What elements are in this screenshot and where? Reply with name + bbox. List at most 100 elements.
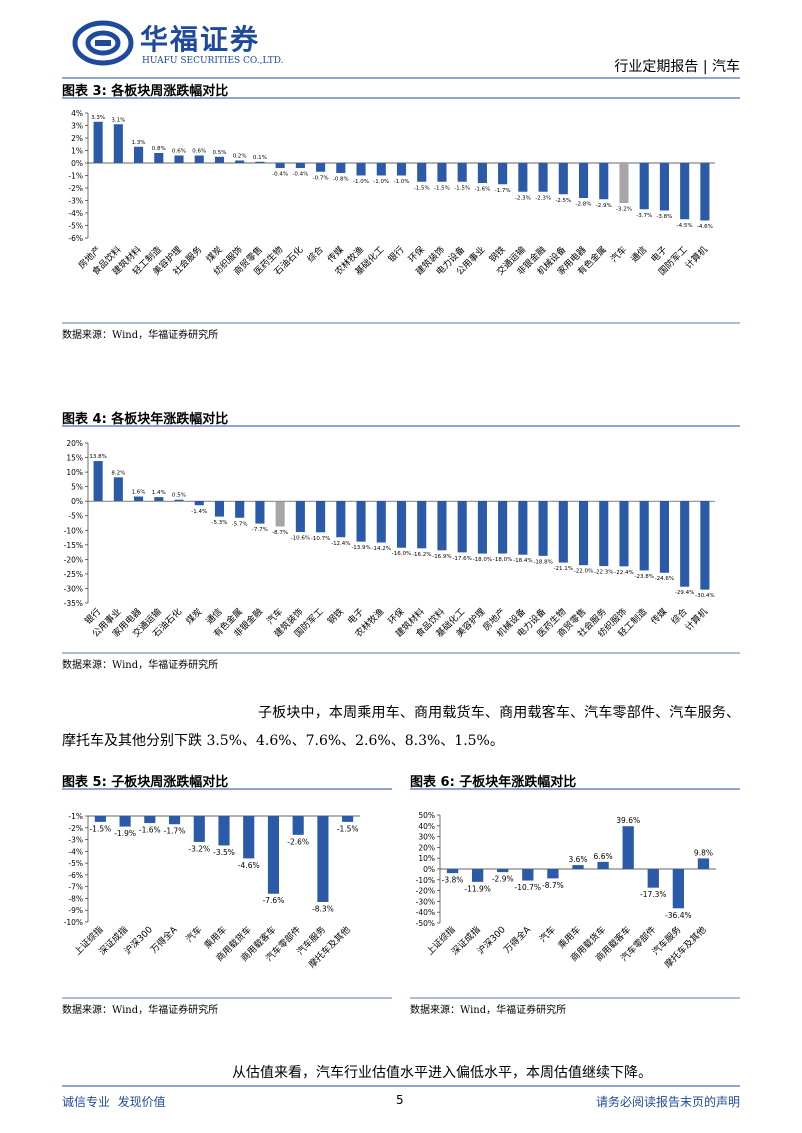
bar — [700, 163, 710, 221]
bar — [639, 163, 649, 210]
value-label: -4.6% — [697, 224, 713, 230]
value-label: -17.3% — [640, 890, 667, 899]
bar — [700, 501, 710, 590]
bar — [578, 501, 589, 566]
value-label: 0.5% — [212, 150, 226, 156]
x-tick-label: 摩托车及其他 — [662, 924, 709, 971]
y-tick-label: -30% — [64, 584, 83, 593]
bar — [194, 501, 204, 506]
x-tick-label: 沪深300 — [474, 923, 508, 957]
bar — [275, 501, 285, 527]
bar — [295, 501, 305, 533]
bar — [578, 163, 589, 198]
value-label: -36.4% — [665, 911, 692, 920]
bar — [659, 501, 669, 573]
value-label: 39.6% — [616, 816, 640, 825]
bar — [316, 501, 326, 533]
bar — [672, 869, 685, 909]
y-tick-label: -3% — [68, 197, 83, 206]
y-tick-label: -1% — [68, 172, 83, 181]
value-label: -1.5% — [89, 824, 111, 833]
value-label: 0.1% — [253, 155, 267, 161]
bar — [680, 501, 690, 587]
y-tick-label: -10% — [64, 526, 83, 535]
value-label: -18.4% — [513, 558, 532, 564]
bar — [154, 153, 164, 163]
value-label: -16.0% — [392, 551, 411, 557]
x-tick-label: 汽车 — [537, 924, 558, 945]
bar — [356, 501, 366, 542]
y-tick-label: -5% — [68, 512, 83, 521]
bar — [597, 861, 609, 869]
value-label: 8.2% — [111, 470, 125, 476]
value-label: -8.3% — [312, 904, 334, 913]
y-tick-label: 3% — [71, 122, 83, 131]
bar — [518, 163, 528, 192]
value-label: -0.4% — [272, 172, 288, 178]
value-label: 0.6% — [192, 149, 206, 155]
bar — [547, 869, 559, 879]
bar — [356, 163, 366, 176]
value-label: -23.8% — [634, 574, 653, 580]
value-label: -14.2% — [372, 546, 391, 552]
value-label: -7.6% — [263, 896, 285, 905]
bar — [214, 501, 225, 517]
bar — [477, 163, 487, 183]
value-label: -29.4% — [675, 590, 694, 596]
x-tick-label: 综合 — [304, 244, 325, 265]
bar — [317, 816, 329, 902]
value-label: -10.7% — [311, 536, 330, 542]
y-tick-label: 1% — [71, 147, 83, 156]
y-tick-label: -10% — [416, 876, 435, 885]
x-tick-label: 通信 — [628, 244, 649, 265]
value-label: -22.0% — [574, 569, 593, 575]
x-tick-label: 汽车 — [183, 924, 204, 945]
chart-source: 数据来源：Wind，华福证券研究所 — [62, 660, 219, 671]
y-tick-label: -25% — [64, 570, 83, 579]
bar — [437, 163, 447, 182]
value-label: -1.5% — [454, 185, 470, 191]
value-label: -2.8% — [576, 202, 592, 208]
y-tick-label: 30% — [418, 833, 435, 842]
y-tick-label: -9% — [68, 906, 83, 915]
value-label: -10.7% — [515, 883, 542, 892]
value-label: -17.6% — [452, 556, 471, 562]
value-label: 1.4% — [152, 490, 166, 496]
y-tick-label: 40% — [418, 822, 435, 831]
bar — [538, 501, 548, 556]
bar — [376, 163, 386, 176]
bar — [522, 869, 534, 881]
value-label: 0.2% — [233, 154, 247, 160]
value-label: -1.6% — [139, 826, 161, 835]
value-label: 1.6% — [132, 490, 146, 496]
y-tick-label: -20% — [64, 555, 83, 564]
bar — [396, 163, 407, 176]
logo-en: HUAFU SECURITIES CO.,LTD. — [142, 56, 284, 66]
value-label: -21.1% — [554, 566, 573, 572]
y-tick-label: -2% — [68, 824, 83, 833]
bar — [144, 816, 156, 824]
page-number: 5 — [396, 1093, 404, 1107]
bar — [214, 156, 225, 163]
bar — [558, 163, 568, 195]
value-label: -4.5% — [677, 223, 693, 229]
footer-note: 请务必阅读报告末页的声明 — [595, 1095, 740, 1109]
bar — [316, 163, 326, 172]
y-tick-label: 0% — [71, 159, 83, 168]
value-label: -1.5% — [434, 185, 450, 191]
value-label: -2.3% — [515, 195, 531, 201]
y-tick-label: 50% — [418, 811, 435, 820]
bar — [417, 163, 427, 182]
bar — [154, 497, 164, 502]
value-label: 0.5% — [172, 493, 186, 499]
value-label: -0.8% — [333, 177, 349, 183]
y-tick-label: 2% — [71, 134, 83, 143]
x-tick-label: 万得全A — [148, 923, 181, 956]
value-label: -2.5% — [555, 198, 571, 204]
bar — [255, 501, 265, 524]
value-label: -22.4% — [614, 570, 633, 576]
y-tick-label: -6% — [68, 871, 83, 880]
bar — [622, 826, 634, 869]
y-tick-label: 0% — [423, 865, 435, 874]
bar — [275, 163, 285, 168]
